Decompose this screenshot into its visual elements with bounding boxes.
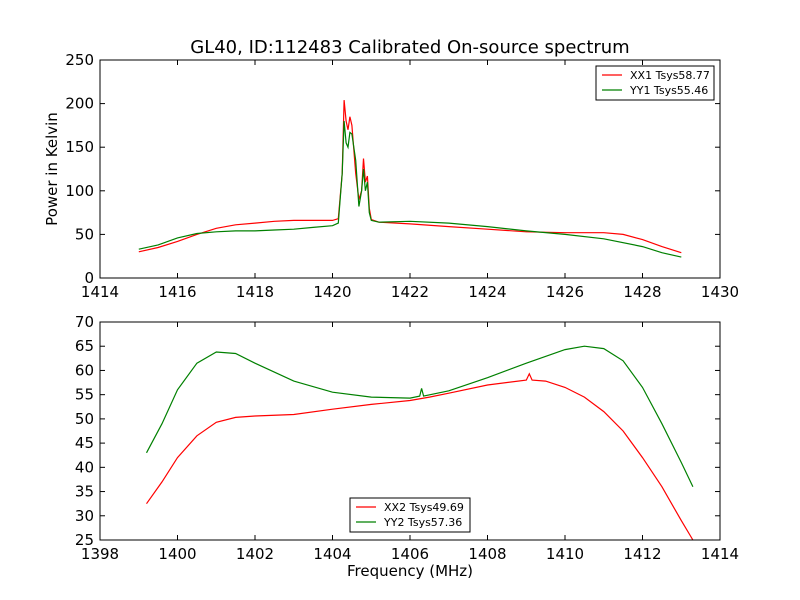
legend-box [349, 497, 471, 533]
top-panel: 1414 1416 1418 1420 1422 1424 1426 1428 1430 0 50 1… [43, 51, 739, 301]
x-tick-label: 1424 [468, 283, 506, 301]
series-line-xx [138, 100, 682, 254]
y-tick-label: 200 [65, 95, 94, 113]
y-tick-label: 50 [75, 410, 94, 428]
legend: XX2 Tsys49.69 YY2 Tsys57.36 [349, 497, 471, 533]
y-tick-label: 65 [75, 337, 94, 355]
x-tick-label: 1418 [236, 283, 274, 301]
legend-box [595, 65, 715, 101]
x-tick-label: 1408 [468, 545, 506, 563]
x-tick-label: 1426 [546, 283, 584, 301]
y-tick-label: 35 [75, 483, 94, 501]
y-axis-label: Power in Kelvin [43, 112, 61, 226]
legend: XX1 Tsys58.77 YY1 Tsys55.46 [595, 65, 715, 101]
x-tick-label: 1402 [236, 545, 274, 563]
y-tick-label: 0 [84, 269, 94, 287]
x-tick-label: 1414 [81, 283, 119, 301]
y-tick-label: 70 [75, 313, 94, 331]
y-tick-label: 40 [75, 458, 94, 476]
x-tick-label: 1400 [158, 545, 196, 563]
x-tick-label: 1422 [391, 283, 429, 301]
y-tick-label: 150 [65, 138, 94, 156]
series-line-yy [138, 120, 682, 258]
legend-label: XX2 Tsys49.69 [384, 501, 464, 514]
x-tick-label: 1412 [623, 545, 661, 563]
legend-label: YY1 Tsys55.46 [629, 84, 708, 97]
y-tick-label: 45 [75, 434, 94, 452]
figure-title: GL40, ID:112483 Calibrated On-source spe… [190, 37, 629, 58]
x-tick-label: 1428 [623, 283, 661, 301]
x-tick-label: 1398 [81, 545, 119, 563]
y-tick-label: 250 [65, 51, 94, 69]
legend-label: YY2 Tsys57.36 [383, 516, 462, 529]
y-tick-label: 25 [75, 531, 94, 549]
bottom-panel: 1398 1400 1402 1404 1406 1408 1410 1412 1414 25 30… [75, 313, 739, 580]
x-tick-label: 1404 [313, 545, 351, 563]
y-tick-label: 100 [65, 182, 94, 200]
y-tick-label: 50 [75, 225, 94, 243]
series-line-yy [145, 345, 694, 487]
x-tick-label: 1414 [701, 545, 739, 563]
y-tick-label: 60 [75, 361, 94, 379]
x-tick-label: 1430 [701, 283, 739, 301]
series-line-xx [146, 372, 694, 541]
legend-label: XX1 Tsys58.77 [630, 69, 710, 82]
y-tick-label: 55 [75, 386, 94, 404]
x-tick-label: 1420 [313, 283, 351, 301]
x-axis-label: Frequency (MHz) [347, 562, 473, 580]
y-tick-label: 30 [75, 507, 94, 525]
x-tick-label: 1416 [158, 283, 196, 301]
x-tick-label: 1410 [546, 545, 584, 563]
x-tick-label: 1406 [391, 545, 429, 563]
